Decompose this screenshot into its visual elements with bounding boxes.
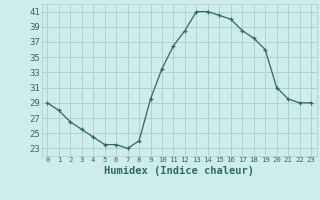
X-axis label: Humidex (Indice chaleur): Humidex (Indice chaleur)	[104, 166, 254, 176]
